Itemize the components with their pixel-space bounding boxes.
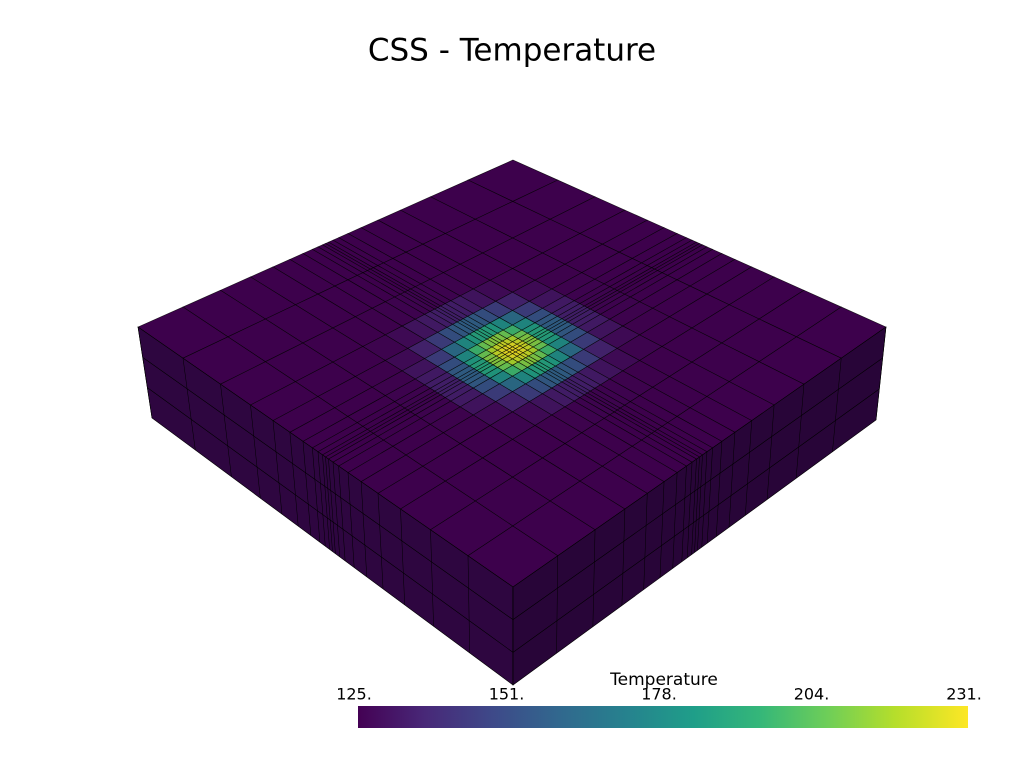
colorbar-title: Temperature bbox=[609, 670, 718, 690]
mesh-edge bbox=[621, 508, 626, 606]
mesh-edge bbox=[250, 404, 261, 499]
mesh-edge bbox=[302, 441, 312, 536]
mesh bbox=[137, 159, 887, 686]
mesh-edge bbox=[592, 529, 596, 627]
mesh-edge bbox=[328, 459, 336, 554]
colorbar-ticks: 125. 151. 178. 204. 231. bbox=[336, 685, 982, 704]
colorbar-tick-label: 125. bbox=[336, 685, 372, 704]
mesh-edge bbox=[289, 432, 299, 527]
title: CSS - Temperature bbox=[368, 33, 656, 69]
mesh-edge bbox=[182, 358, 196, 451]
mesh-edge bbox=[272, 420, 283, 515]
mesh-edge bbox=[317, 451, 326, 547]
mesh-edge bbox=[556, 555, 559, 654]
mesh-edge bbox=[875, 326, 887, 421]
mesh-edge bbox=[795, 384, 805, 479]
mesh-edge bbox=[832, 358, 842, 452]
colorbar-tick-label: 178. bbox=[641, 685, 677, 704]
mesh-edge bbox=[691, 459, 697, 555]
mesh-edge bbox=[467, 555, 470, 653]
mesh-edge bbox=[716, 441, 723, 537]
mesh-edge bbox=[338, 466, 346, 561]
colorbar-tick-label: 204. bbox=[794, 685, 830, 704]
mesh-edge bbox=[766, 404, 775, 500]
mesh-edge bbox=[377, 493, 384, 589]
mesh-edge bbox=[332, 462, 340, 557]
mesh-edge bbox=[706, 447, 713, 544]
colorbar bbox=[358, 706, 968, 728]
mesh-edge bbox=[430, 529, 434, 627]
mesh-edge bbox=[220, 384, 232, 477]
mesh-edge bbox=[137, 326, 153, 419]
mesh-edge bbox=[347, 472, 355, 568]
mesh-edge bbox=[322, 454, 330, 550]
mesh-edge bbox=[643, 493, 648, 590]
colorbar-tick-label: 151. bbox=[489, 685, 525, 704]
mesh-edge bbox=[745, 420, 752, 516]
mesh-edge bbox=[694, 456, 700, 553]
mesh-edge bbox=[312, 447, 321, 543]
mesh-edge bbox=[681, 466, 687, 562]
mesh-edge bbox=[672, 472, 678, 569]
mesh-edge bbox=[659, 481, 665, 578]
mesh-edge bbox=[686, 462, 693, 558]
colorbar-tick-label: 231. bbox=[946, 685, 982, 704]
mesh-edge bbox=[701, 451, 708, 548]
mesh-edge bbox=[728, 432, 736, 528]
mesh-edge bbox=[697, 454, 703, 551]
mesh-edge bbox=[400, 508, 405, 605]
mesh-edge bbox=[325, 456, 333, 552]
mesh-edge bbox=[360, 481, 368, 577]
